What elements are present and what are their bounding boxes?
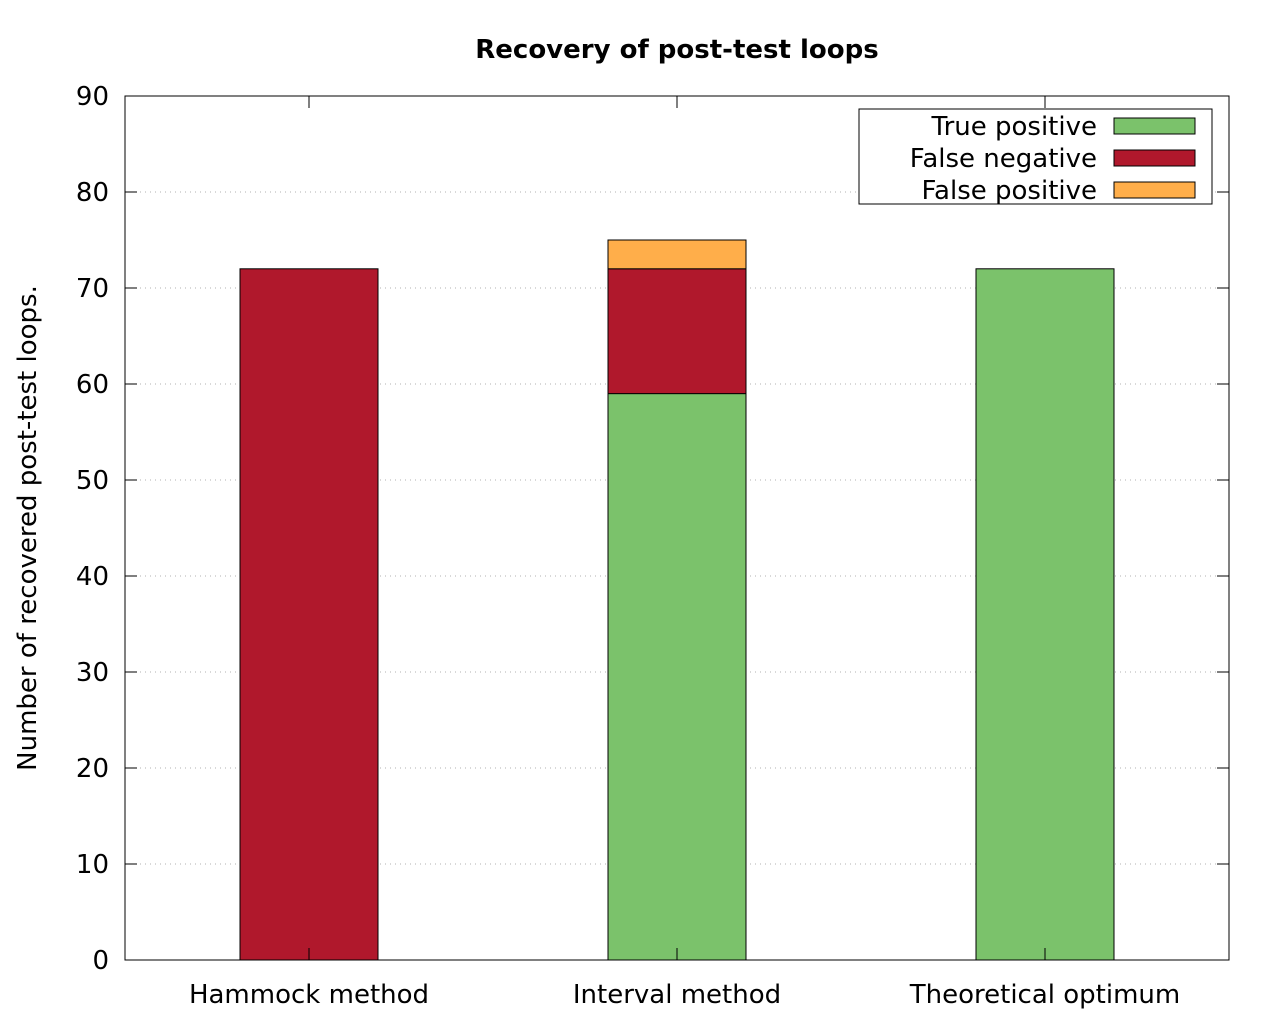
y-axis-label: Number of recovered post-test loops. — [13, 285, 43, 771]
y-tick-label: 60 — [76, 370, 109, 400]
y-tick-label: 0 — [92, 946, 109, 976]
legend-swatch — [1113, 181, 1196, 199]
legend-label: False positive — [921, 176, 1097, 206]
bar-segment-false-negative — [239, 268, 379, 961]
legend-swatch — [1113, 117, 1196, 135]
x-tick-label: Interval method — [573, 980, 781, 1010]
y-tick-label: 80 — [76, 178, 109, 208]
y-tick-label: 30 — [76, 658, 109, 688]
y-tick-label: 70 — [76, 274, 109, 304]
y-tick-label: 50 — [76, 466, 109, 496]
x-tick-label: Hammock method — [189, 980, 429, 1010]
chart-title: Recovery of post-test loops — [475, 35, 878, 65]
y-tick-label: 10 — [76, 850, 109, 880]
legend-label: False negative — [910, 144, 1097, 174]
plot-frame — [124, 95, 1230, 961]
legend-swatch — [1113, 149, 1196, 167]
bar-segment-false-positive — [607, 239, 747, 270]
bar-segment-true-positive — [975, 268, 1115, 961]
y-tick-label: 90 — [76, 82, 109, 112]
ticks: 0 10 20 30 40 50 60 70 80 90 Hammock method Interva… — [76, 82, 1229, 1010]
y-tick-label: 40 — [76, 562, 109, 592]
bar-segment-true-positive — [607, 393, 747, 961]
bar-segment-false-negative — [607, 268, 747, 395]
bars — [239, 239, 1115, 961]
x-tick-label: Theoretical optimum — [909, 980, 1180, 1010]
legend-label: True positive — [931, 112, 1097, 142]
y-tick-label: 20 — [76, 754, 109, 784]
